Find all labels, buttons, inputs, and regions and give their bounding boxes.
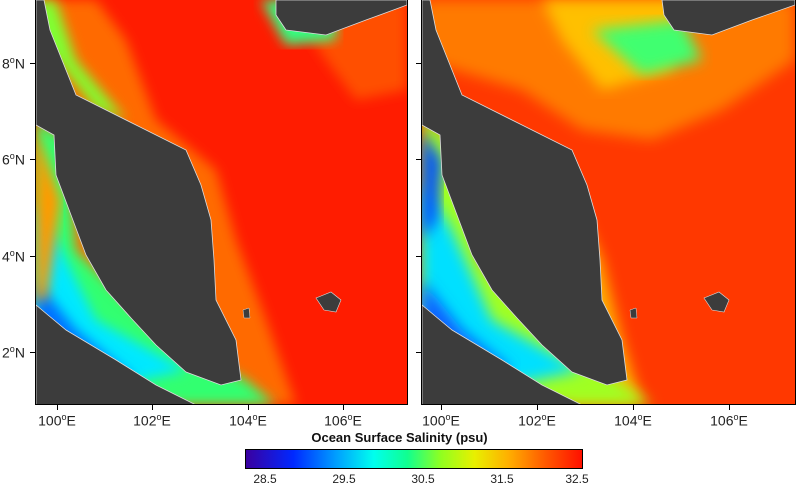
land-island: [629, 307, 638, 319]
lat-label-4n: 4oN: [2, 248, 25, 265]
lon-tick: [343, 405, 344, 410]
map-right-svg: [422, 0, 795, 405]
lat-tick: [416, 352, 421, 353]
lon-tick: [441, 405, 442, 410]
colorbar-title: Ocean Surface Salinity (psu): [311, 430, 488, 445]
lat-tick: [416, 63, 421, 64]
salinity-map-right: [422, 0, 795, 405]
lon-label-104e: 104oE: [614, 412, 652, 429]
land-malay-peninsula: [422, 0, 628, 386]
land-sumatra: [36, 304, 197, 405]
lon-label-106e: 106oE: [324, 412, 362, 429]
land-anambas: [315, 291, 342, 313]
colorbar-tick-label: 28.5: [253, 472, 277, 486]
land-island: [242, 307, 251, 319]
lat-tick: [416, 159, 421, 160]
lat-label-6n: 6oN: [2, 151, 25, 168]
lon-label-102e: 102oE: [518, 412, 556, 429]
lon-tick: [57, 405, 58, 410]
lon-tick: [537, 405, 538, 410]
colorbar-tick-label: 30.5: [411, 472, 435, 486]
lon-label-106e: 106oE: [710, 412, 748, 429]
lat-tick: [30, 63, 35, 64]
lat-label-2n: 2oN: [2, 344, 25, 361]
lat-tick: [30, 352, 35, 353]
colorbar-tick-label: 29.5: [332, 472, 356, 486]
lon-tick: [248, 405, 249, 410]
map-left-svg: [36, 0, 407, 405]
lon-label-104e: 104oE: [229, 412, 267, 429]
lat-tick: [416, 256, 421, 257]
lon-tick: [633, 405, 634, 410]
lat-tick: [30, 256, 35, 257]
lon-label-100e: 100oE: [38, 412, 76, 429]
lat-tick: [30, 159, 35, 160]
colorbar-tick-label: 31.5: [490, 472, 514, 486]
land-anambas: [703, 291, 730, 313]
colorbar-tick-label: 32.5: [565, 472, 589, 486]
lon-tick: [729, 405, 730, 410]
lon-label-100e: 100oE: [422, 412, 460, 429]
lon-label-102e: 102oE: [133, 412, 171, 429]
land-malay-peninsula: [36, 0, 242, 386]
land-sumatra: [422, 304, 583, 405]
salinity-map-left: [36, 0, 407, 405]
land-indochina: [275, 0, 407, 36]
colorbar: [245, 449, 583, 469]
land-indochina: [661, 0, 795, 36]
lon-tick: [152, 405, 153, 410]
lat-label-8n: 8oN: [2, 55, 25, 72]
